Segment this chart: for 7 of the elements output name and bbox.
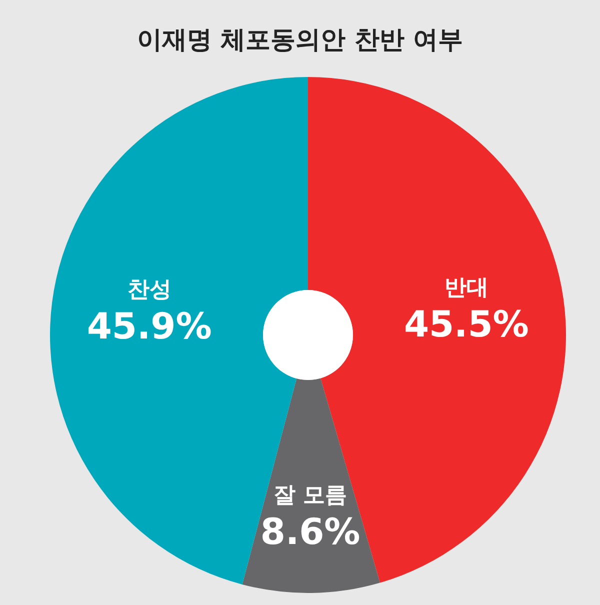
slice-label: 찬성: [127, 277, 172, 302]
chart-title: 이재명 체포동의안 찬반 여부: [136, 25, 464, 54]
slice-label: 잘 모름: [273, 482, 348, 508]
data-label: 45.5%: [404, 304, 529, 346]
slice-label: 반대: [444, 275, 488, 300]
data-label: 8.6%: [260, 512, 360, 553]
data-label: 45.9%: [86, 306, 212, 348]
